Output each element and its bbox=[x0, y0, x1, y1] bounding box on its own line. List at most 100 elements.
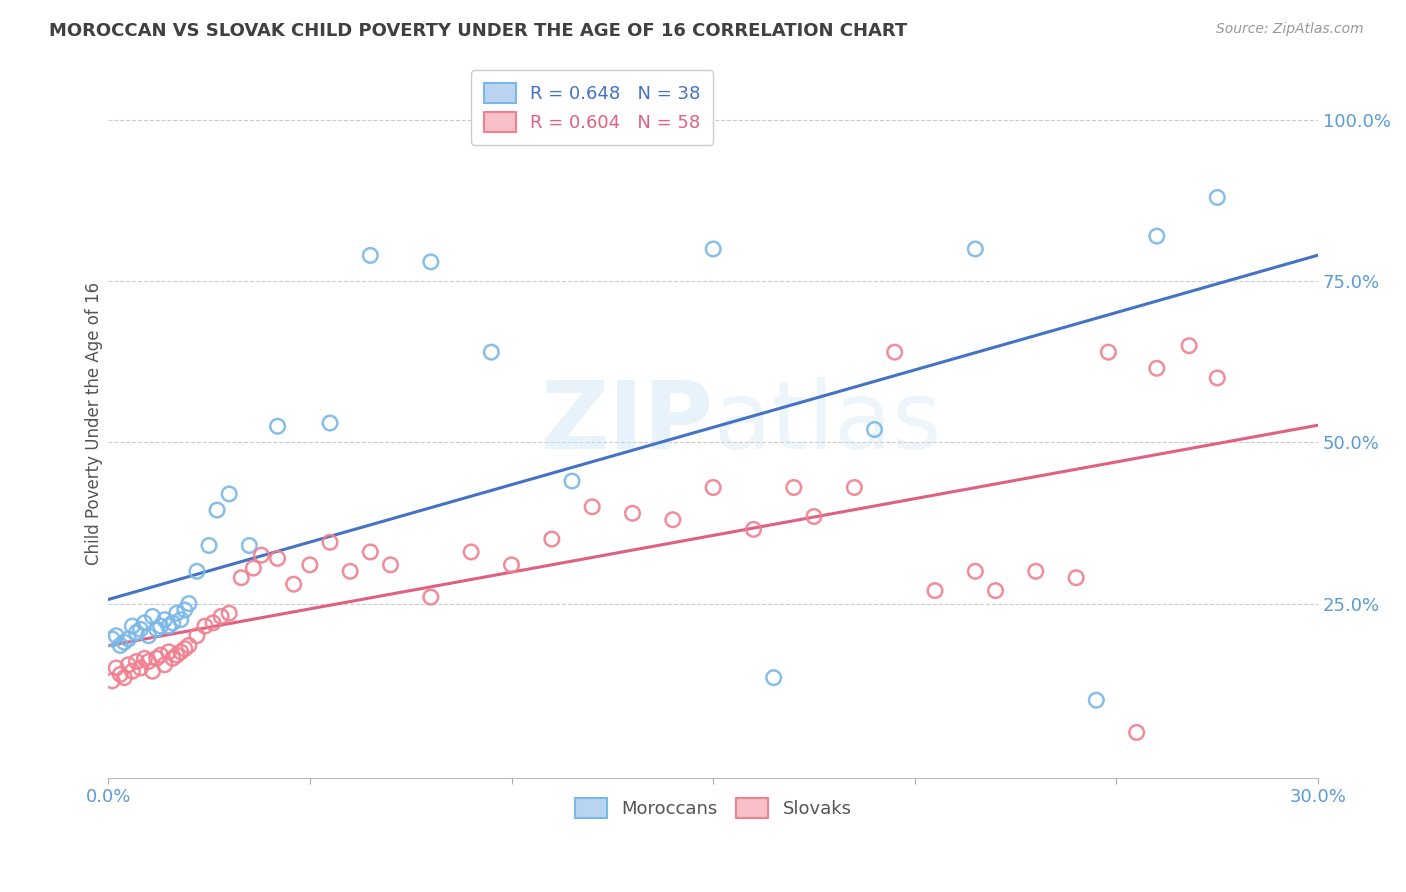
Point bbox=[101, 632, 124, 646]
Point bbox=[129, 661, 152, 675]
Point bbox=[339, 564, 361, 578]
Point bbox=[1178, 339, 1201, 353]
Point bbox=[863, 422, 886, 436]
Point bbox=[359, 545, 381, 559]
Point bbox=[479, 345, 502, 359]
Point bbox=[298, 558, 321, 572]
Point bbox=[561, 474, 583, 488]
Point bbox=[419, 255, 441, 269]
Point bbox=[266, 551, 288, 566]
Point bbox=[702, 242, 724, 256]
Point bbox=[149, 648, 172, 662]
Point bbox=[129, 623, 152, 637]
Point bbox=[134, 615, 156, 630]
Point bbox=[105, 629, 128, 643]
Point bbox=[218, 606, 240, 620]
Text: MOROCCAN VS SLOVAK CHILD POVERTY UNDER THE AGE OF 16 CORRELATION CHART: MOROCCAN VS SLOVAK CHILD POVERTY UNDER T… bbox=[49, 22, 907, 40]
Point bbox=[238, 539, 260, 553]
Point bbox=[540, 532, 562, 546]
Text: ZIP: ZIP bbox=[540, 377, 713, 469]
Point bbox=[205, 503, 228, 517]
Point bbox=[186, 629, 208, 643]
Point bbox=[1206, 190, 1229, 204]
Point bbox=[138, 655, 160, 669]
Point bbox=[112, 635, 135, 649]
Y-axis label: Child Poverty Under the Age of 16: Child Poverty Under the Age of 16 bbox=[86, 282, 103, 565]
Point bbox=[121, 619, 143, 633]
Point bbox=[1206, 371, 1229, 385]
Point bbox=[177, 597, 200, 611]
Point bbox=[117, 632, 139, 646]
Point bbox=[186, 564, 208, 578]
Point bbox=[173, 603, 195, 617]
Point bbox=[138, 629, 160, 643]
Point bbox=[783, 481, 806, 495]
Point bbox=[380, 558, 402, 572]
Point bbox=[883, 345, 905, 359]
Point bbox=[662, 513, 685, 527]
Point bbox=[117, 657, 139, 672]
Point bbox=[231, 571, 253, 585]
Point bbox=[142, 664, 165, 678]
Point bbox=[419, 590, 441, 604]
Point bbox=[166, 606, 188, 620]
Point bbox=[1085, 693, 1108, 707]
Point bbox=[125, 655, 148, 669]
Point bbox=[984, 583, 1007, 598]
Point bbox=[194, 619, 217, 633]
Legend: Moroccans, Slovaks: Moroccans, Slovaks bbox=[568, 791, 859, 825]
Point bbox=[177, 639, 200, 653]
Point bbox=[157, 645, 180, 659]
Point bbox=[924, 583, 946, 598]
Point bbox=[149, 619, 172, 633]
Point bbox=[1064, 571, 1087, 585]
Point bbox=[209, 609, 232, 624]
Point bbox=[319, 535, 342, 549]
Point bbox=[242, 561, 264, 575]
Point bbox=[198, 539, 221, 553]
Point bbox=[581, 500, 603, 514]
Point bbox=[110, 667, 132, 681]
Point bbox=[162, 651, 184, 665]
Point bbox=[250, 548, 273, 562]
Point bbox=[965, 242, 987, 256]
Point bbox=[166, 648, 188, 662]
Point bbox=[153, 657, 176, 672]
Point bbox=[125, 625, 148, 640]
Point bbox=[742, 522, 765, 536]
Text: Source: ZipAtlas.com: Source: ZipAtlas.com bbox=[1216, 22, 1364, 37]
Point bbox=[266, 419, 288, 434]
Point bbox=[170, 613, 193, 627]
Point bbox=[621, 506, 644, 520]
Text: atlas: atlas bbox=[713, 377, 942, 469]
Point bbox=[1025, 564, 1047, 578]
Point bbox=[173, 641, 195, 656]
Point bbox=[145, 623, 167, 637]
Point bbox=[803, 509, 825, 524]
Point bbox=[319, 416, 342, 430]
Point bbox=[1146, 361, 1168, 376]
Point bbox=[142, 609, 165, 624]
Point bbox=[112, 671, 135, 685]
Point bbox=[162, 615, 184, 630]
Point bbox=[762, 671, 785, 685]
Point bbox=[101, 673, 124, 688]
Point bbox=[359, 248, 381, 262]
Point bbox=[460, 545, 482, 559]
Point bbox=[153, 613, 176, 627]
Point bbox=[1125, 725, 1147, 739]
Point bbox=[145, 651, 167, 665]
Point bbox=[283, 577, 305, 591]
Point bbox=[157, 619, 180, 633]
Point bbox=[501, 558, 523, 572]
Point bbox=[134, 651, 156, 665]
Point bbox=[702, 481, 724, 495]
Point bbox=[110, 639, 132, 653]
Point bbox=[218, 487, 240, 501]
Point bbox=[170, 645, 193, 659]
Point bbox=[1146, 229, 1168, 244]
Point bbox=[105, 661, 128, 675]
Point bbox=[121, 664, 143, 678]
Point bbox=[844, 481, 866, 495]
Point bbox=[965, 564, 987, 578]
